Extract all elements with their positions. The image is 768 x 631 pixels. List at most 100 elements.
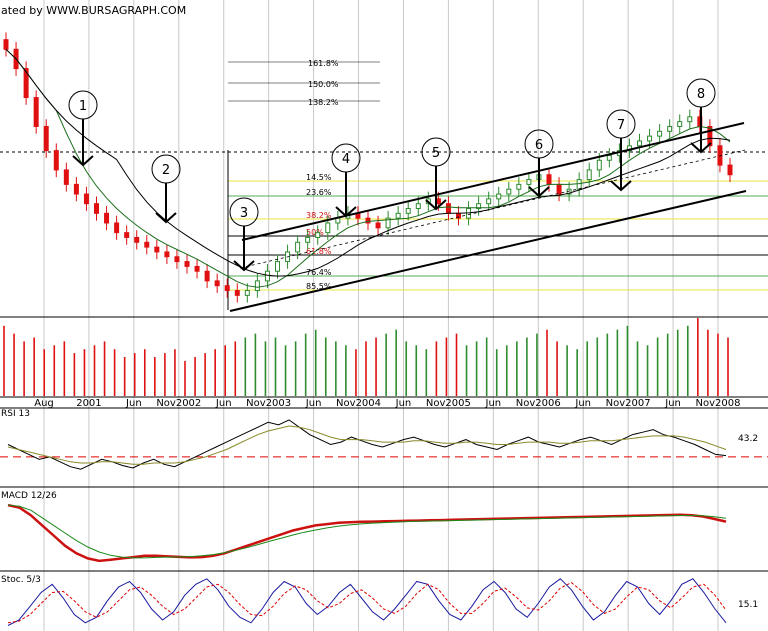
x-tick-label: Jun xyxy=(664,398,681,409)
candle-body xyxy=(596,159,602,171)
candle-body xyxy=(566,188,572,195)
candle-body xyxy=(657,130,663,137)
candle-body xyxy=(496,193,502,200)
stoc-label: Stoc. 5/3 xyxy=(1,575,41,585)
candle-body xyxy=(144,241,150,248)
x-tick-label: Jun xyxy=(485,398,502,409)
candle-body xyxy=(395,212,401,219)
channel-upper-line xyxy=(241,122,745,241)
candle-body xyxy=(73,183,79,195)
channel-mid-line xyxy=(239,149,746,269)
candle-body xyxy=(486,198,492,205)
wave-marker-label: 4 xyxy=(342,152,350,167)
fib-level-label: 14.5% xyxy=(306,173,332,182)
x-tick-label: Nov2006 xyxy=(516,398,561,409)
candle-body xyxy=(677,121,683,127)
stoc-k-line xyxy=(7,578,727,626)
candle-body xyxy=(43,125,49,152)
x-tick-label: Nov2004 xyxy=(336,398,381,409)
candle-body xyxy=(224,285,230,292)
candle-body xyxy=(174,256,180,263)
candle-body xyxy=(104,212,110,224)
candle-body xyxy=(576,179,582,190)
fib-level-label: 161.8% xyxy=(308,59,339,68)
candle-body xyxy=(53,150,59,171)
candle-body xyxy=(516,183,522,190)
rsi-signal-line xyxy=(7,425,727,465)
wave-marker-label: 1 xyxy=(79,99,87,114)
fib-level-label: 76.4% xyxy=(306,268,332,277)
candle-body xyxy=(325,222,331,234)
candle-body xyxy=(586,169,592,181)
candle-body xyxy=(727,164,733,176)
candle-body xyxy=(375,222,381,229)
x-tick-label: Jun xyxy=(395,398,412,409)
moving-average-long xyxy=(5,48,731,277)
candle-body xyxy=(476,203,482,210)
fib-level-label: 50% xyxy=(306,228,324,237)
fibonacci-levels: 161.8% 150.0% 138.2% 14.5% 23.6% 38.2% 50% 61.8… xyxy=(0,59,768,310)
candle-body xyxy=(385,217,391,229)
candle-body xyxy=(506,188,512,195)
candle-body xyxy=(556,183,562,195)
x-tick-label: 2001 xyxy=(76,398,101,409)
x-tick-label: Jun xyxy=(574,398,591,409)
candle-body xyxy=(83,193,89,205)
wave-marker-arrowhead xyxy=(335,206,357,218)
candle-body xyxy=(546,174,552,185)
wave-marker-label: 6 xyxy=(535,138,543,153)
candle-body xyxy=(194,265,200,272)
volume-bars xyxy=(3,318,729,396)
candle-body xyxy=(365,217,371,224)
candle-body xyxy=(264,270,270,282)
x-tick-label: Jun xyxy=(215,398,232,409)
wave-marker-arrowhead xyxy=(690,142,712,154)
wave-marker-arrowhead xyxy=(528,186,550,198)
wave-marker-label: 3 xyxy=(240,206,248,221)
wave-marker-label: 5 xyxy=(432,146,440,161)
candle-body xyxy=(33,97,39,127)
candle-body xyxy=(244,290,250,296)
candle-body xyxy=(687,116,693,123)
wave-marker-arrowhead xyxy=(72,155,94,167)
candle-body xyxy=(23,68,29,99)
rsi-line xyxy=(7,419,727,470)
wave-marker-arrowhead xyxy=(233,260,255,272)
candle-body xyxy=(305,236,311,243)
candle-body xyxy=(234,290,240,296)
macd-line xyxy=(7,503,727,563)
candle-body xyxy=(647,135,653,142)
candle-body xyxy=(164,251,170,258)
candle-body xyxy=(3,39,9,50)
candle-body xyxy=(295,241,301,253)
wave-marker-arrowhead xyxy=(155,212,177,224)
candle-body xyxy=(214,280,220,287)
moving-average-short xyxy=(5,48,731,288)
macd-signal-line xyxy=(7,504,727,559)
indicator-panels xyxy=(0,419,768,626)
wave-marker-label: 8 xyxy=(697,87,705,102)
x-tick-label: Jun xyxy=(305,398,322,409)
candle-body xyxy=(63,169,69,185)
x-tick-label: Nov2007 xyxy=(606,398,651,409)
candle-body xyxy=(606,154,612,161)
candle-body xyxy=(204,270,210,282)
candle-body xyxy=(315,232,321,238)
candle-body xyxy=(94,203,99,214)
fib-level-label: 61.8% xyxy=(306,247,332,256)
candle-body xyxy=(526,179,532,185)
candle-body xyxy=(405,208,411,214)
wave-marker-arrowhead xyxy=(610,180,632,192)
candle-body xyxy=(254,280,260,292)
candle-body xyxy=(134,236,140,243)
fib-level-label: 85.5% xyxy=(306,282,332,291)
rsi-value: 43.2 xyxy=(738,434,758,444)
wave-marker-label: 2 xyxy=(162,163,170,178)
fib-level-label: 23.6% xyxy=(306,188,332,197)
rsi-label: RSI 13 xyxy=(1,409,30,419)
candle-body xyxy=(275,261,280,272)
fib-level-label: 38.2% xyxy=(306,211,332,220)
x-tick-label: Jun xyxy=(125,398,142,409)
